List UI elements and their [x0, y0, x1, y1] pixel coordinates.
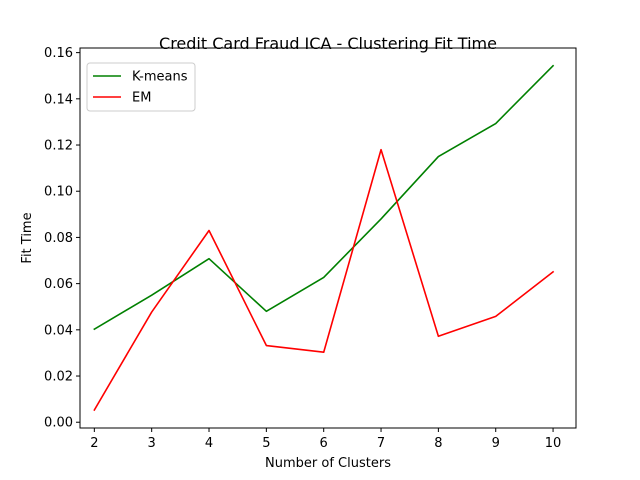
x-tick-label: 4 [205, 436, 213, 451]
x-tick-label: 7 [377, 436, 385, 451]
legend-label-k-means: K-means [132, 70, 188, 85]
y-tick-label: 0.06 [44, 277, 73, 292]
x-tick-label: 9 [492, 436, 500, 451]
x-tick-label: 5 [262, 436, 270, 451]
x-axis-label: Number of Clusters [265, 456, 391, 471]
y-tick-label: 0.12 [44, 139, 73, 154]
y-tick-label: 0.10 [44, 185, 73, 200]
x-tick-label: 10 [545, 436, 562, 451]
legend: K-means EM [86, 62, 196, 112]
legend-box [86, 62, 196, 112]
x-tick-label: 6 [320, 436, 328, 451]
y-axis-label: Fit Time [20, 212, 35, 263]
plot-area [79, 47, 577, 429]
series-layer [93, 64, 555, 412]
y-tick-label: 0.16 [44, 46, 73, 61]
x-tick-label: 3 [148, 436, 156, 451]
legend-label-em: EM [132, 91, 151, 106]
y-tick-label: 0.14 [44, 92, 73, 107]
y-tick-label: 0.00 [44, 416, 73, 431]
series-line-em [93, 148, 555, 412]
x-axis: 2 3 4 5 6 7 8 9 10 [90, 428, 561, 451]
chart-title: Credit Card Fraud ICA - Clustering Fit T… [159, 34, 497, 53]
y-tick-label: 0.04 [44, 323, 73, 338]
y-axis: 0.00 0.02 0.04 0.06 0.08 0.10 0.12 0.14 0.16 [44, 46, 80, 431]
x-tick-label: 2 [90, 436, 98, 451]
series-line-k-means [93, 64, 555, 331]
x-tick-label: 8 [434, 436, 442, 451]
y-tick-label: 0.08 [44, 231, 73, 246]
y-tick-label: 0.02 [44, 370, 73, 385]
